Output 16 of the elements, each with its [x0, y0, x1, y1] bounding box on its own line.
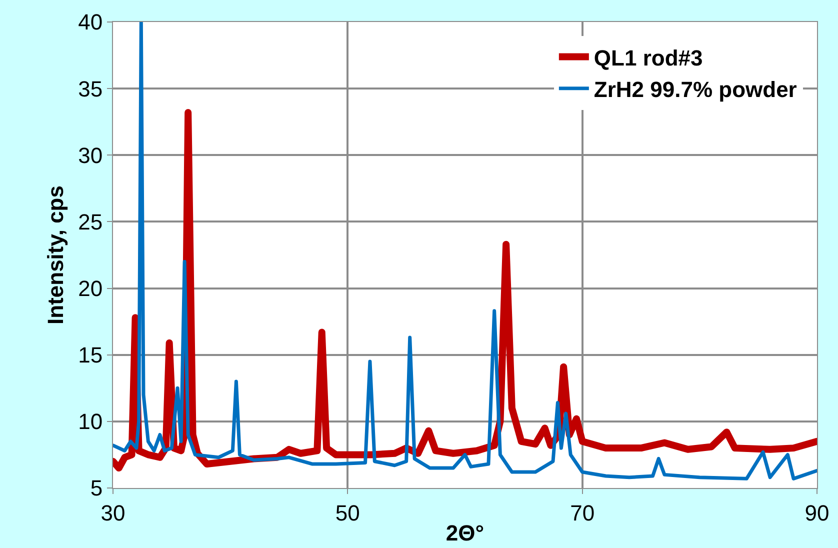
x-tick-label: 30 — [100, 500, 126, 526]
legend-label: ZrH2 99.7% powder — [594, 76, 798, 102]
x-axis-title: 2Θ° — [446, 520, 484, 546]
x-tick-label: 50 — [335, 500, 360, 526]
legend-label: QL1 rod#3 — [594, 45, 703, 70]
y-tick-label: 35 — [78, 76, 103, 102]
y-tick-label: 10 — [78, 409, 103, 434]
y-tick-label: 15 — [78, 342, 103, 368]
x-tick-label: 90 — [804, 500, 830, 526]
y-tick-label: 20 — [78, 276, 103, 301]
y-tick-label: 40 — [78, 10, 103, 35]
y-axis-title: Intensity, cps — [42, 186, 68, 324]
x-tick-label: 70 — [570, 500, 595, 526]
y-tick-label: 5 — [90, 476, 103, 501]
y-tick-label: 25 — [78, 209, 103, 234]
y-tick-label: 30 — [78, 142, 103, 168]
